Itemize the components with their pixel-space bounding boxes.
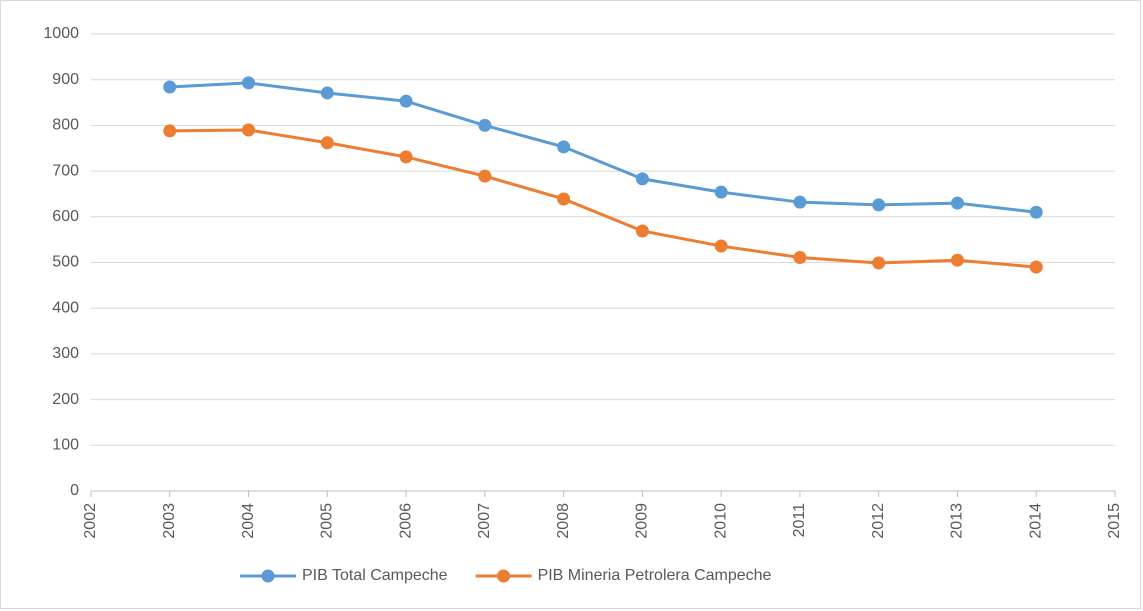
series-line [169,81,1037,214]
marker [950,196,964,210]
y-tick-label: 500 [52,254,79,271]
marker [242,123,256,137]
marker [399,150,413,164]
marker [635,172,649,186]
marker [1029,260,1043,274]
y-tick-label: 100 [52,437,79,454]
marker [242,76,256,90]
marker [478,118,492,132]
series-line [169,128,1037,269]
marker [872,198,886,212]
legend-label: PIB Total Campeche [302,567,448,584]
marker [793,250,807,264]
x-tick-label: 2014 [1027,503,1044,539]
y-tick-label: 0 [70,482,79,499]
x-tick-label: 2002 [82,503,99,539]
marker [320,86,334,100]
y-tick-label: 300 [52,345,79,362]
legend-marker [497,569,511,583]
x-tick-label: 2006 [397,503,414,539]
marker [557,140,571,154]
y-tick-label: 1000 [43,25,79,42]
marker [635,224,649,238]
marker [793,195,807,209]
x-tick-label: 2003 [161,503,178,539]
x-tick-label: 2008 [555,503,572,539]
marker [399,94,413,108]
x-tick-label: 2011 [791,503,808,538]
y-tick-label: 200 [52,391,79,408]
x-tick-label: 2010 [712,503,729,539]
marker [950,253,964,267]
x-tick-label: 2005 [319,503,336,539]
legend-marker [261,569,275,583]
legend-item: PIB Total Campeche [240,567,448,584]
y-tick-label: 600 [52,208,79,225]
y-tick-label: 700 [52,162,79,179]
x-tick-label: 2012 [870,503,887,539]
x-tick-label: 2007 [476,503,493,539]
x-tick-label: 2013 [949,503,966,539]
y-tick-label: 800 [52,117,79,134]
marker [320,136,334,150]
marker [478,169,492,183]
marker [163,124,177,138]
x-tick-label: 2009 [634,503,651,539]
marker [872,256,886,270]
x-tick-label: 2004 [240,503,257,539]
legend-label: PIB Mineria Petrolera Campeche [538,567,772,584]
marker [557,192,571,206]
marker [714,239,728,253]
legend-item: PIB Mineria Petrolera Campeche [475,567,772,584]
y-tick-label: 900 [52,71,79,88]
marker [714,185,728,199]
marker [163,80,177,94]
marker [1029,205,1043,219]
x-tick-label: 2015 [1106,503,1123,539]
y-tick-label: 400 [52,299,79,316]
